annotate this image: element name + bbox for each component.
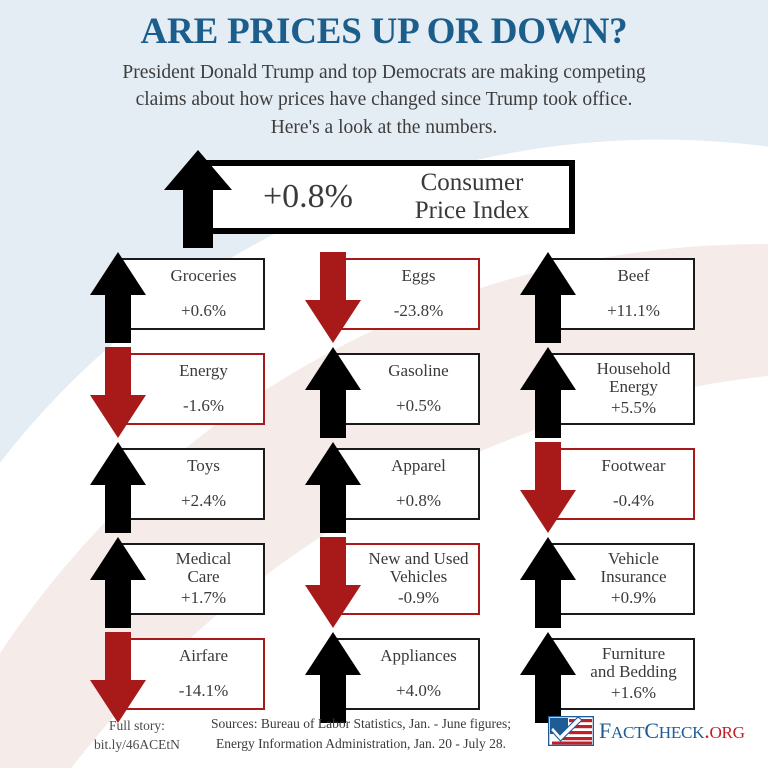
subtitle-line-3: Here's a look at the numbers. — [270, 117, 498, 139]
category-card: Groceries +0.6% — [89, 250, 265, 345]
category-name: Toys — [187, 456, 220, 476]
category-card-text: Vehicle Insurance +0.9% — [567, 543, 694, 615]
category-grid: Groceries +0.6% Eggs -23.8% Beef +11.1% Energy… — [0, 250, 768, 725]
category-name: Vehicle Insurance — [600, 548, 667, 586]
category-value: +1.7% — [181, 588, 226, 608]
category-card: Gasoline +0.5% — [304, 345, 480, 440]
category-card-text: Household Energy +5.5% — [567, 353, 694, 425]
category-name: Groceries — [170, 266, 237, 286]
factcheck-wordmark: FACTCHECK.ORG — [599, 718, 745, 744]
category-card: New and Used Vehicles -0.9% — [304, 535, 480, 630]
category-card-text: New and Used Vehicles -0.9% — [352, 543, 479, 615]
factcheck-flag-icon — [548, 716, 594, 746]
category-row: Toys +2.4% Apparel +0.8% Footwear -0.4% — [0, 440, 768, 535]
category-value: -1.6% — [182, 395, 225, 415]
category-value: +11.1% — [607, 300, 660, 320]
full-story-link[interactable]: bit.ly/46ACEtN — [94, 737, 180, 753]
page-title: ARE PRICES UP OR DOWN? — [140, 11, 628, 52]
category-name: Furniture and Bedding — [590, 643, 677, 681]
footer: Full story: bit.ly/46ACEtN Sources: Bure… — [0, 712, 768, 764]
category-value: +0.8% — [396, 490, 441, 510]
category-value: +0.5% — [396, 395, 441, 415]
category-card: Energy -1.6% — [89, 345, 265, 440]
category-name: Household Energy — [596, 358, 671, 396]
sources-line-2: Energy Information Administration, Jan. … — [216, 735, 506, 751]
logo-c: C — [644, 718, 659, 743]
up-arrow-icon — [164, 150, 232, 248]
header: ARE PRICES UP OR DOWN? President Donald … — [0, 0, 768, 142]
category-card-text: Airfare -14.1% — [137, 638, 264, 710]
category-card: Household Energy +5.5% — [519, 345, 695, 440]
category-card-text: Furniture and Bedding +1.6% — [567, 638, 694, 710]
category-card: Airfare -14.1% — [89, 630, 265, 725]
category-value: +1.6% — [611, 683, 656, 703]
cpi-label-line-1: Consumer — [420, 169, 524, 196]
category-card-text: Medical Care +1.7% — [137, 543, 264, 615]
category-name: Appliances — [380, 646, 457, 666]
subtitle-line-2: claims about how prices have changed sin… — [135, 89, 633, 111]
category-card: Footwear -0.4% — [519, 440, 695, 535]
category-value: +4.0% — [396, 680, 441, 700]
subtitle: President Donald Trump and top Democrats… — [64, 59, 704, 142]
cpi-headline: +0.8% Consumer Price Index — [0, 148, 768, 248]
logo-heck: HECK — [658, 723, 705, 742]
category-card: Appliances +4.0% — [304, 630, 480, 725]
category-value: +0.6% — [181, 300, 226, 320]
category-card: Toys +2.4% — [89, 440, 265, 535]
category-name: Airfare — [178, 646, 229, 666]
category-value: -0.4% — [612, 490, 655, 510]
category-row: Airfare -14.1% Appliances +4.0% Furniture an… — [0, 630, 768, 725]
cpi-box: +0.8% Consumer Price Index — [193, 160, 575, 234]
logo-f: F — [599, 718, 611, 743]
cpi-label-line-2: Price Index — [414, 197, 530, 224]
category-row: Energy -1.6% Gasoline +0.5% Household Energy… — [0, 345, 768, 440]
category-name: Footwear — [601, 456, 666, 476]
category-card: Vehicle Insurance +0.9% — [519, 535, 695, 630]
full-story-label: Full story: — [109, 718, 165, 733]
category-value: -0.9% — [397, 588, 440, 608]
category-card-text: Eggs -23.8% — [352, 258, 479, 330]
category-card: Apparel +0.8% — [304, 440, 480, 535]
sources-line-1: Sources: Bureau of Labor Statistics, Jan… — [211, 716, 511, 731]
category-card-text: Footwear -0.4% — [567, 448, 694, 520]
subtitle-line-1: President Donald Trump and top Democrats… — [122, 61, 646, 83]
category-value: +0.9% — [611, 588, 656, 608]
cpi-label: Consumer Price Index — [389, 169, 569, 225]
category-name: Eggs — [401, 266, 436, 286]
category-value: -23.8% — [393, 300, 444, 320]
category-name: New and Used Vehicles — [368, 548, 469, 586]
category-card-text: Groceries +0.6% — [137, 258, 264, 330]
category-card-text: Appliances +4.0% — [352, 638, 479, 710]
category-card-text: Energy -1.6% — [137, 353, 264, 425]
category-card: Medical Care +1.7% — [89, 535, 265, 630]
logo-org: ORG — [709, 723, 745, 742]
category-name: Gasoline — [388, 361, 449, 381]
category-card-text: Beef +11.1% — [567, 258, 694, 330]
category-card-text: Toys +2.4% — [137, 448, 264, 520]
category-name: Energy — [179, 361, 228, 381]
full-story: Full story: bit.ly/46ACEtN — [62, 716, 212, 754]
category-name: Beef — [617, 266, 650, 286]
category-name: Medical Care — [175, 548, 232, 586]
category-card: Furniture and Bedding +1.6% — [519, 630, 695, 725]
category-card-text: Apparel +0.8% — [352, 448, 479, 520]
category-value: +2.4% — [181, 490, 226, 510]
category-card: Beef +11.1% — [519, 250, 695, 345]
category-name: Apparel — [391, 456, 446, 476]
category-card-text: Gasoline +0.5% — [352, 353, 479, 425]
sources-note: Sources: Bureau of Labor Statistics, Jan… — [196, 714, 526, 753]
logo-act: ACT — [610, 723, 645, 742]
category-row: Groceries +0.6% Eggs -23.8% Beef +11.1% — [0, 250, 768, 345]
category-value: -14.1% — [178, 680, 229, 700]
category-card: Eggs -23.8% — [304, 250, 480, 345]
category-value: +5.5% — [611, 398, 656, 418]
factcheck-logo[interactable]: FACTCHECK.ORG — [548, 716, 745, 746]
category-row: Medical Care +1.7% New and Used Vehicles -0… — [0, 535, 768, 630]
